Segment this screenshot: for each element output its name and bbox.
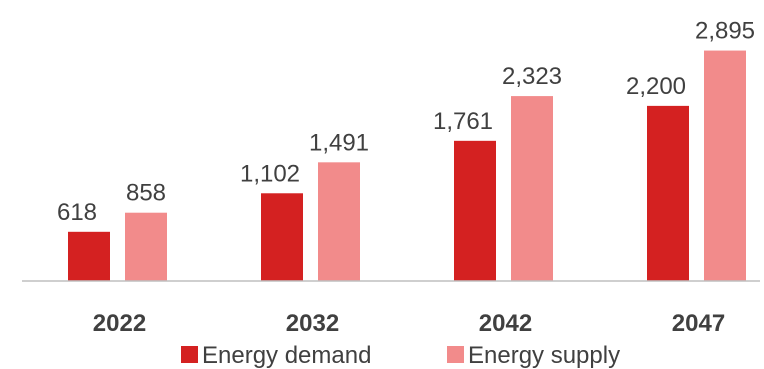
- x-tick-label-2042: 2042: [479, 310, 532, 337]
- x-tick-label-2032: 2032: [286, 310, 339, 337]
- value-label-demand-2022: 618: [57, 199, 97, 226]
- x-tick-label-2022: 2022: [93, 310, 146, 337]
- bar-demand-2032: [261, 193, 303, 281]
- bars-group: [68, 50, 746, 281]
- legend-swatch-demand: [181, 346, 198, 363]
- value-label-supply-2042: 2,323: [502, 63, 562, 90]
- bar-supply-2022: [125, 212, 167, 281]
- bar-supply-2042: [511, 96, 553, 281]
- value-label-demand-2042: 1,761: [433, 108, 493, 135]
- bar-demand-2022: [68, 231, 110, 281]
- value-label-supply-2022: 858: [126, 180, 166, 207]
- legend-label-supply: Energy supply: [468, 342, 620, 369]
- value-label-demand-2047: 2,200: [626, 73, 686, 100]
- value-label-supply-2032: 1,491: [309, 129, 369, 156]
- value-label-demand-2032: 1,102: [240, 160, 300, 187]
- legend: Energy demand Energy supply: [181, 342, 620, 369]
- legend-swatch-supply: [447, 346, 464, 363]
- bar-supply-2047: [704, 50, 746, 281]
- bar-demand-2042: [454, 140, 496, 281]
- x-tick-labels-group: 2022 2032 2042 2047: [93, 310, 725, 337]
- legend-label-demand: Energy demand: [202, 342, 371, 369]
- x-tick-label-2047: 2047: [672, 310, 725, 337]
- bar-demand-2047: [647, 105, 689, 281]
- bar-supply-2032: [318, 162, 360, 281]
- value-label-supply-2047: 2,895: [695, 18, 755, 45]
- value-labels-group: 618 858 1,102 1,491 1,761 2,323 2,200 2,895: [57, 18, 755, 226]
